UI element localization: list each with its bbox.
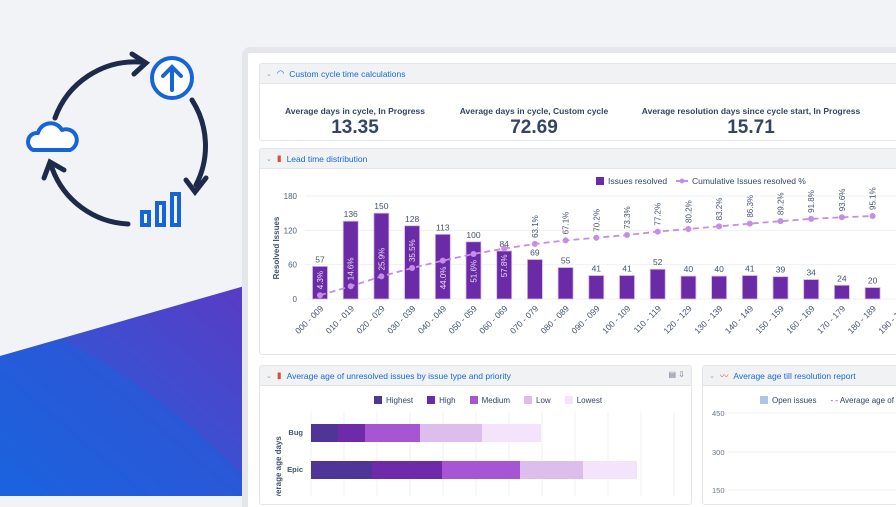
cloud-icon: [26, 121, 79, 152]
card-title: Average age of unresolved issues by issu…: [286, 370, 511, 381]
card-header[interactable]: ⌄ ◠ Custom cycle time calculations: [260, 64, 896, 84]
legend-item: Low: [524, 396, 551, 405]
legend-item: Highest: [374, 396, 413, 405]
kpi: Average days in cycle, In Progress 13.35: [260, 106, 450, 139]
background-wave: [0, 285, 248, 496]
table-icon[interactable]: ▤: [668, 370, 677, 379]
bar-chart-icon: ▮: [276, 370, 282, 380]
bar-chart-icon: [140, 192, 181, 227]
kpi: Average resolution days since cycle star…: [621, 106, 881, 139]
gauge-icon: ◠: [276, 68, 285, 78]
cycle-arrows-icon: [41, 51, 209, 227]
card-title: Custom cycle time calculations: [289, 68, 406, 79]
cycle-illustration: [26, 51, 209, 227]
bar-chart-icon: ▮: [276, 153, 282, 163]
lead-time-card: ⌄ ▮ Lead time distribution: [259, 148, 896, 355]
kpi-label: Average days in cycle, Custom cycle: [459, 106, 609, 116]
resolution-legend: Open issues - - Average age of Ope: [760, 396, 896, 405]
card-header[interactable]: ⌄ ▮ Lead time distribution: [260, 149, 896, 169]
line-chart-icon: 〰: [719, 370, 729, 381]
card-header[interactable]: ⌄ 〰 Average age till resolution report: [703, 366, 896, 386]
legend-item: Medium: [469, 396, 510, 405]
kpi: Average days in cycle, Custom cycle 72.69: [439, 106, 629, 139]
kpi-value: 15.71: [727, 117, 775, 138]
age-legend: Highest High Medium Low Lowest: [374, 396, 602, 405]
legend-item: - - Average age of Ope: [830, 396, 896, 405]
chevron-down-icon[interactable]: ⌄: [709, 372, 715, 380]
legend-item: Lowest: [564, 396, 602, 405]
upload-arrow-icon: [150, 56, 194, 100]
chevron-down-icon[interactable]: ⌄: [266, 70, 272, 78]
kpi-value: 13.35: [331, 117, 379, 138]
card-title: Lead time distribution: [286, 153, 368, 164]
legend-item: High: [427, 396, 456, 405]
card-title: Average age till resolution report: [733, 370, 856, 381]
legend-item: Open issues: [760, 396, 816, 405]
resolution-card: ⌄ 〰 Average age till resolution report: [702, 365, 896, 505]
chevron-down-icon[interactable]: ⌄: [266, 155, 272, 163]
chevron-down-icon[interactable]: ⌄: [266, 372, 272, 380]
cycle-time-card: ⌄ ◠ Custom cycle time calculations Average…: [259, 63, 896, 141]
age-card: ⌄ ▮ Average age of unresolved issues by is…: [259, 365, 692, 505]
download-icon[interactable]: ⇩: [678, 370, 685, 379]
kpi-label: Average resolution days since cycle star…: [641, 106, 861, 116]
kpi-value: 72.69: [510, 117, 558, 138]
card-header[interactable]: ⌄ ▮ Average age of unresolved issues by is…: [260, 366, 691, 386]
kpi-label: Average days in cycle, In Progress: [284, 106, 425, 116]
